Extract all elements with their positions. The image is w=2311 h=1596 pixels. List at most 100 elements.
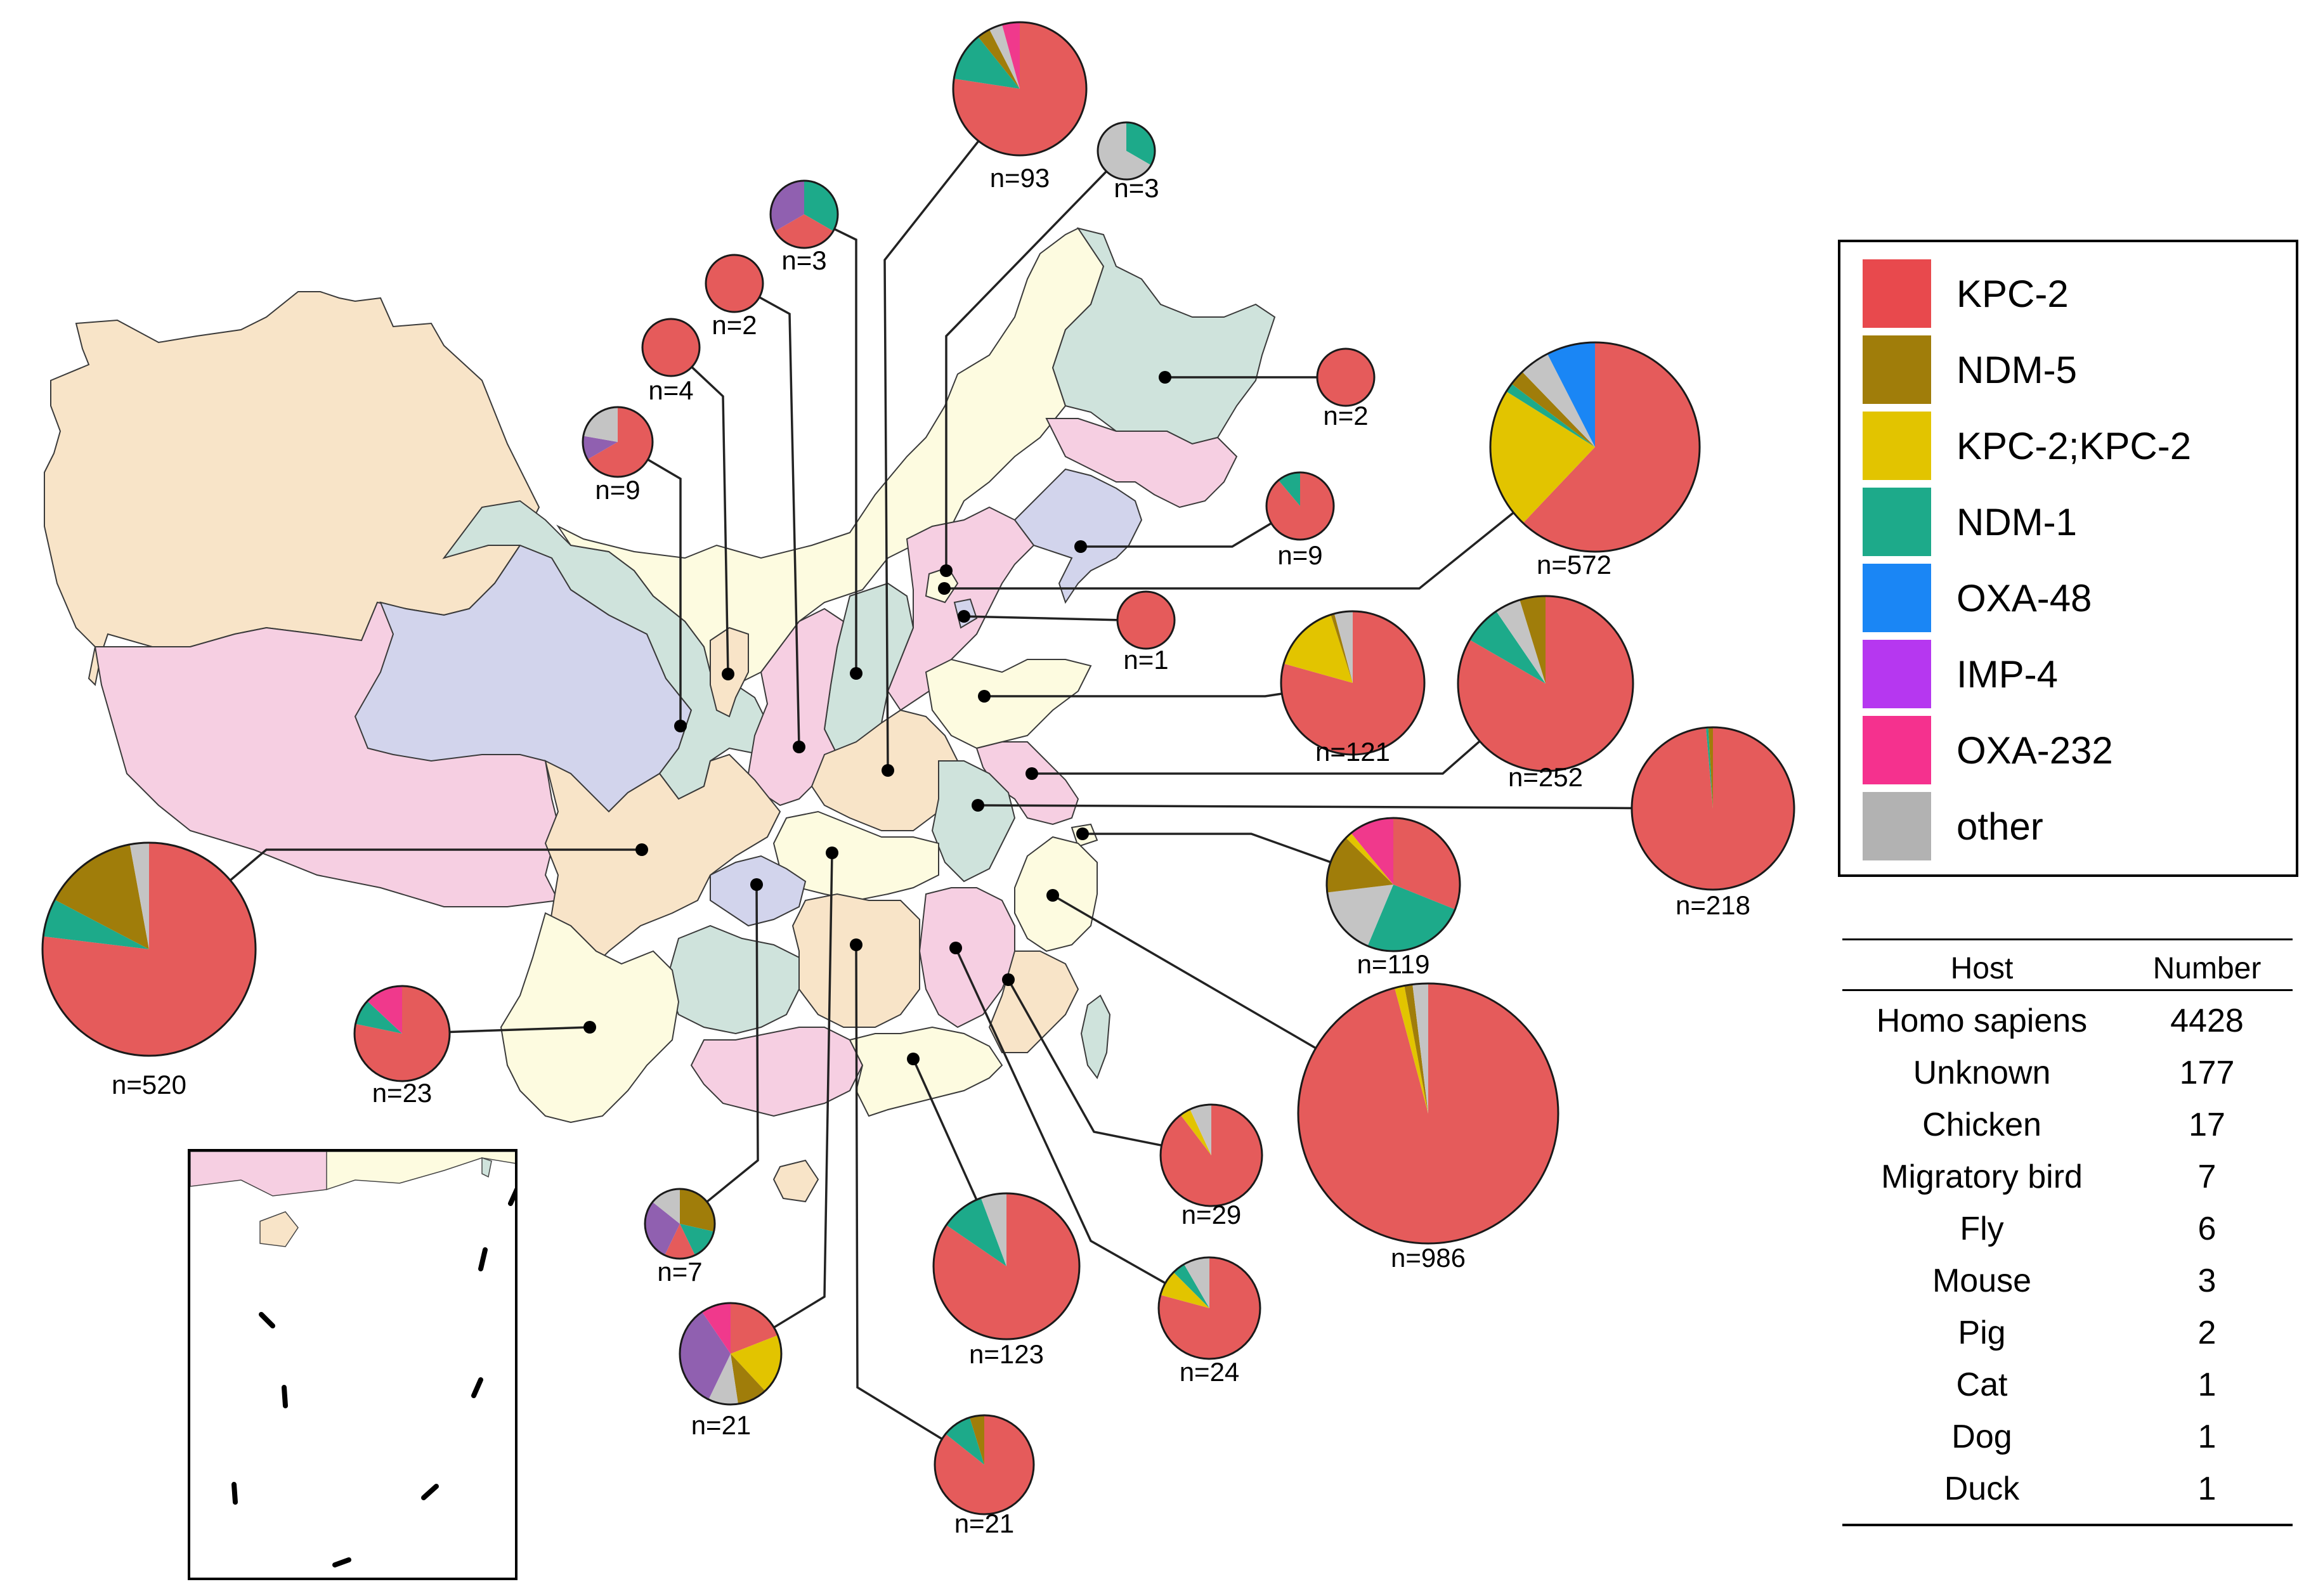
legend-label: OXA-232	[1956, 729, 2113, 772]
pie-henan: n=93	[952, 21, 1088, 193]
pie-slice	[1404, 984, 1428, 1113]
pie-slice	[1180, 1109, 1211, 1155]
location-dot-hubei	[826, 847, 838, 859]
pie-guangdong: n=123	[932, 1192, 1081, 1369]
pie-slice	[1160, 1272, 1209, 1308]
pie-fujian: n=29	[1159, 1103, 1263, 1229]
pie-label: n=1	[1123, 645, 1168, 675]
pie-slice	[978, 29, 1020, 89]
pie-slice	[1334, 611, 1353, 683]
pie-slice	[708, 1354, 738, 1405]
pie-slice	[652, 1189, 680, 1224]
pie-outline	[1631, 726, 1795, 891]
legend-swatch	[1863, 335, 1931, 404]
location-dot-shanghai	[1076, 827, 1089, 840]
pie-slice	[1708, 727, 1713, 808]
pie-outline	[952, 21, 1088, 157]
host-count: 1	[2197, 1418, 2217, 1455]
leader-line-fujian	[1007, 979, 1162, 1147]
pie-slice	[1511, 372, 1595, 447]
pie-slice	[680, 1189, 715, 1232]
host-name: Chicken	[1922, 1106, 2041, 1143]
pie-shanghai: n=119	[1325, 817, 1461, 979]
pie-slice	[946, 1417, 984, 1465]
pie-anhui: n=218	[1631, 726, 1795, 920]
host-name: Mouse	[1932, 1262, 2032, 1299]
leader-line-beijing	[944, 512, 1514, 590]
host-count: 6	[2197, 1210, 2217, 1247]
pie-slice	[1631, 727, 1794, 890]
pie-slice	[970, 1415, 984, 1465]
pie-slice	[933, 1193, 1079, 1339]
pie-label: n=23	[372, 1078, 433, 1108]
legend-item: KPC-2;KPC-2	[1863, 412, 2191, 480]
leader-line-shandong	[984, 692, 1282, 697]
pie-outline	[1297, 982, 1559, 1245]
pie-slice	[665, 1224, 695, 1259]
legend-swatch	[1863, 412, 1931, 480]
pie-slice	[1506, 384, 1595, 447]
header-number: Number	[2152, 952, 2262, 985]
location-dot-guangdong	[907, 1053, 920, 1065]
leader-line-sichuan	[229, 848, 642, 881]
leader-line-shaanxi	[758, 296, 800, 748]
inset-map	[190, 1152, 515, 1567]
leader-line-guizhou	[449, 1026, 590, 1034]
pie-slice	[1284, 614, 1353, 683]
pie-label: n=2	[1323, 401, 1368, 431]
pie-sichuan: n=520	[41, 841, 257, 1100]
legend-item: OXA-232	[1863, 716, 2113, 784]
pie-slice	[1317, 349, 1374, 406]
pie-outline	[1457, 595, 1634, 772]
pie-outline	[644, 1188, 716, 1260]
leader-line-zhejiang	[1052, 894, 1317, 1049]
pie-slice	[583, 436, 618, 460]
legend-item: KPC-2	[1863, 259, 2069, 328]
location-dot-jiangxi	[949, 942, 962, 954]
pie-slice	[1190, 1105, 1211, 1155]
pie-outline	[353, 985, 451, 1082]
pie-slice	[946, 1198, 1006, 1266]
leader-line-hebei	[945, 171, 1107, 571]
legend-swatch	[1863, 564, 1931, 632]
location-dot-zhejiang	[1046, 889, 1059, 902]
leader-line-tianjin	[963, 615, 1123, 621]
region-shandong	[925, 658, 1092, 749]
host-name: Duck	[1944, 1470, 2020, 1507]
location-dot-anhui	[972, 799, 984, 812]
leader-line-anhui	[977, 804, 1632, 810]
location-dot-chongqing	[750, 878, 763, 891]
pie-label: n=93	[990, 163, 1050, 193]
leader-line-jiangxi	[954, 947, 1166, 1285]
legend-swatch	[1863, 488, 1931, 556]
pie-jiangsu: n=252	[1457, 595, 1634, 792]
pie-label: n=2	[712, 310, 757, 340]
region-anhui	[931, 760, 1016, 883]
region-liaoning	[1013, 468, 1143, 604]
legend-item: OXA-48	[1863, 564, 2092, 632]
south-china-sea-inset	[188, 1149, 518, 1580]
pie-label: n=3	[781, 245, 826, 275]
legend-swatch	[1863, 259, 1931, 328]
location-dot-hebei	[940, 564, 953, 577]
region-guangxi	[690, 1027, 864, 1117]
leader-line-gansu	[647, 458, 682, 726]
pie-guizhou: n=23	[353, 985, 451, 1108]
host-name: Unknown	[1913, 1054, 2051, 1091]
pie-label: n=123	[969, 1339, 1044, 1369]
pie-outline	[1157, 1256, 1261, 1360]
leader-line-jiangsu	[1032, 740, 1481, 775]
host-name: Homo sapiens	[1876, 1002, 2088, 1039]
host-name: Fly	[1960, 1210, 2004, 1247]
pie-outline	[41, 841, 257, 1057]
pie-jiangxi: n=24	[1157, 1256, 1261, 1387]
legend-item: NDM-1	[1863, 488, 2077, 556]
pie-slice	[1098, 122, 1151, 179]
pie-tianjin: n=1	[1116, 590, 1176, 675]
pie-label: n=572	[1537, 550, 1611, 580]
legend-item: IMP-4	[1863, 640, 2058, 708]
leader-line-guangdong	[912, 1058, 978, 1200]
pie-slice	[1117, 592, 1175, 649]
host-count: 3	[2197, 1262, 2217, 1299]
pie-slice	[1395, 985, 1428, 1113]
